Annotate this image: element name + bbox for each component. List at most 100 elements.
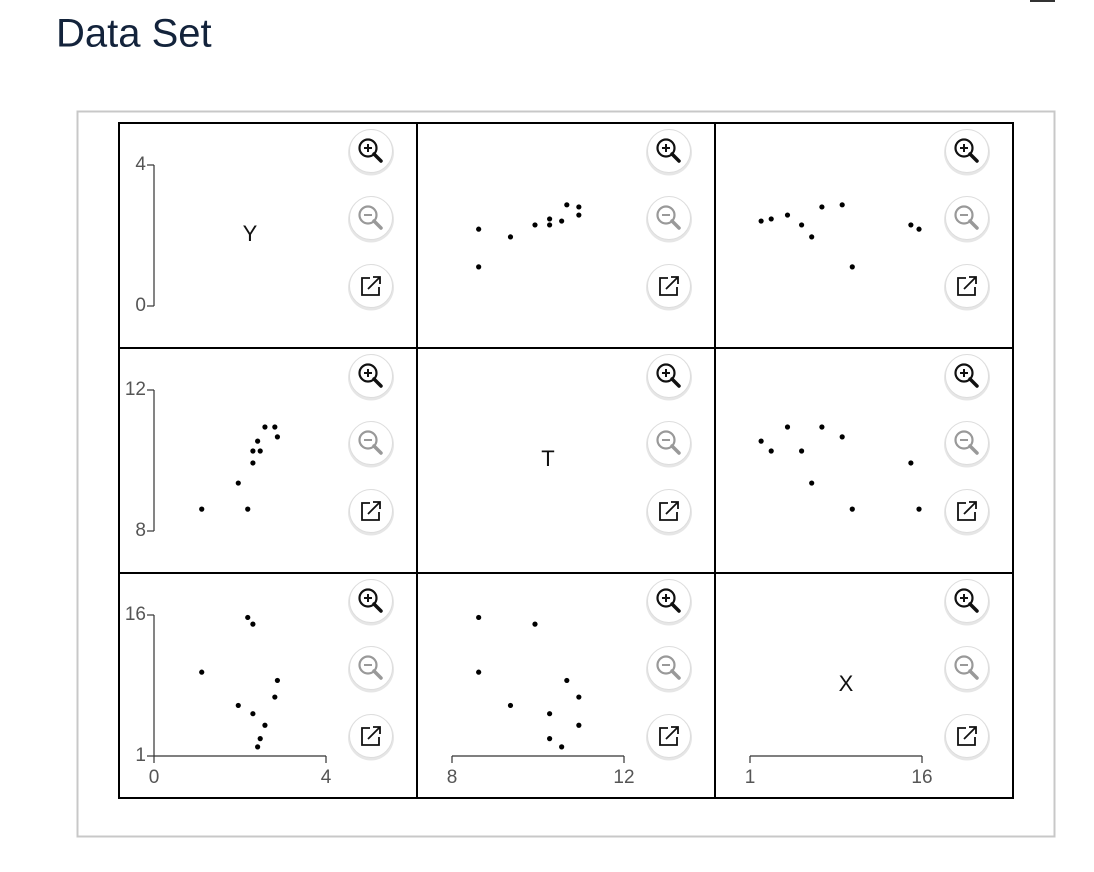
pop-out-button[interactable] xyxy=(348,264,394,311)
icon-handle xyxy=(372,377,383,388)
icon-lens xyxy=(954,205,974,225)
zoom-in-button[interactable] xyxy=(646,354,692,401)
point xyxy=(839,202,845,208)
point xyxy=(272,424,278,430)
icon-lens xyxy=(954,138,974,158)
icon-lens xyxy=(954,655,974,675)
pop-out-button[interactable] xyxy=(348,489,394,536)
point xyxy=(576,204,582,210)
point xyxy=(250,621,256,627)
zoom-out-button[interactable] xyxy=(348,646,394,693)
icon-handle xyxy=(372,669,383,680)
pop-out-button[interactable] xyxy=(944,489,990,536)
page-title: Data Set xyxy=(56,12,212,56)
zoom-out-button[interactable] xyxy=(646,196,692,243)
button-face xyxy=(349,646,393,690)
icon-lens xyxy=(656,588,676,608)
point xyxy=(576,212,582,218)
icon-arrow xyxy=(665,501,679,515)
icon-lens xyxy=(656,655,676,675)
icon-handle xyxy=(968,444,979,455)
x-tick-label: 16 xyxy=(911,767,932,788)
point xyxy=(274,434,281,440)
zoom-out-button[interactable] xyxy=(944,646,990,693)
pop-out-button[interactable] xyxy=(348,714,394,761)
zoom-in-button[interactable] xyxy=(646,129,692,176)
icon-box xyxy=(957,727,976,746)
point xyxy=(564,202,570,208)
icon-box xyxy=(659,727,678,746)
button-face xyxy=(945,354,989,398)
point xyxy=(250,448,256,454)
matrix-cell: 1 16 0 4 xyxy=(118,572,418,799)
icon-handle xyxy=(372,152,383,163)
point xyxy=(235,480,241,486)
pop-out-button[interactable] xyxy=(944,714,990,761)
point xyxy=(916,506,922,512)
y-tick-label: 0 xyxy=(135,295,146,316)
point xyxy=(809,234,815,240)
point xyxy=(768,216,774,222)
icon-lens xyxy=(358,363,378,383)
point xyxy=(245,614,251,621)
icon-box xyxy=(659,277,678,296)
icon-box xyxy=(361,727,380,746)
zoom-out-button[interactable] xyxy=(646,646,692,693)
icon-arrow xyxy=(665,276,679,290)
point xyxy=(257,448,263,454)
zoom-in-button[interactable] xyxy=(348,579,394,626)
point xyxy=(819,204,825,210)
pop-out-button[interactable] xyxy=(646,489,692,536)
x-tick-label: 4 xyxy=(321,767,332,788)
icon-arrow xyxy=(367,501,381,515)
zoom-in-button[interactable] xyxy=(944,354,990,401)
icon-lens xyxy=(954,363,974,383)
point xyxy=(476,264,482,270)
zoom-out-button[interactable] xyxy=(944,196,990,243)
point xyxy=(532,621,538,627)
point xyxy=(255,744,261,750)
zoom-out-button[interactable] xyxy=(348,421,394,468)
x-tick-label: 0 xyxy=(149,767,160,788)
button-face xyxy=(349,421,393,465)
point xyxy=(476,669,482,675)
icon-box xyxy=(659,502,678,521)
icon-box xyxy=(361,502,380,521)
button-face xyxy=(945,421,989,465)
point xyxy=(476,614,482,621)
point xyxy=(507,234,514,240)
point xyxy=(274,677,281,684)
point xyxy=(262,424,268,430)
icon-lens xyxy=(656,430,676,450)
icon-lens xyxy=(954,430,974,450)
x-tick-label: 12 xyxy=(613,767,634,788)
zoom-out-button[interactable] xyxy=(944,421,990,468)
point xyxy=(547,222,553,228)
zoom-in-button[interactable] xyxy=(944,129,990,176)
point xyxy=(235,702,241,709)
point xyxy=(257,736,263,742)
button-face xyxy=(945,646,989,690)
icon-box xyxy=(957,277,976,296)
x-tick-label: 8 xyxy=(447,767,458,788)
matrix-cell: 8 12 xyxy=(118,347,418,574)
icon-handle xyxy=(670,602,681,613)
zoom-in-button[interactable] xyxy=(348,354,394,401)
zoom-out-button[interactable] xyxy=(646,421,692,468)
zoom-in-button[interactable] xyxy=(348,129,394,176)
icon-lens xyxy=(954,588,974,608)
point xyxy=(908,460,914,466)
zoom-out-button[interactable] xyxy=(348,196,394,243)
icon-lens xyxy=(358,655,378,675)
icon-arrow xyxy=(367,726,381,740)
pop-out-button[interactable] xyxy=(646,714,692,761)
button-face xyxy=(647,421,691,465)
zoom-in-button[interactable] xyxy=(646,579,692,626)
pop-out-button[interactable] xyxy=(944,264,990,311)
icon-handle xyxy=(670,219,681,230)
zoom-in-button[interactable] xyxy=(944,579,990,626)
point xyxy=(272,694,278,700)
pop-out-button[interactable] xyxy=(646,264,692,311)
button-face xyxy=(647,129,691,173)
